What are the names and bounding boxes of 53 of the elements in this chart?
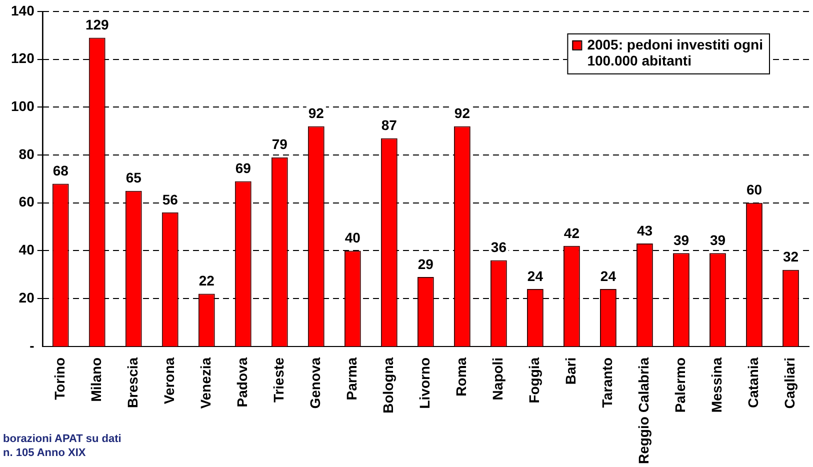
data-label: 39 <box>710 232 726 248</box>
y-tick-label: - <box>30 337 35 354</box>
y-tick-label: 80 <box>18 146 35 162</box>
x-tick-label: Livorno <box>416 357 433 409</box>
data-label: 69 <box>235 160 252 176</box>
data-label: 24 <box>527 268 544 284</box>
data-label: 43 <box>636 222 653 238</box>
x-tick-label: Reggio Calabria <box>636 357 652 464</box>
x-tick-label: Roma <box>453 357 470 396</box>
data-label: 129 <box>85 16 110 33</box>
data-label: 92 <box>454 105 470 122</box>
y-tick-label: 100 <box>11 98 35 114</box>
data-label: 29 <box>418 256 434 272</box>
x-tick-label: Parma <box>344 357 360 400</box>
x-tick-label: Verona <box>160 357 177 404</box>
y-tick-label: 120 <box>11 50 35 66</box>
data-label: 68 <box>52 162 69 179</box>
data-label: 36 <box>490 239 507 256</box>
y-tick-label: 20 <box>18 289 35 306</box>
data-label: 60 <box>746 182 762 198</box>
data-label: 22 <box>198 272 215 289</box>
data-label: 79 <box>272 136 288 152</box>
data-label: 65 <box>126 170 142 186</box>
x-tick-label: Bologna <box>380 357 396 414</box>
legend-label: 2005: pedoni investiti ogni 100.000 abitanti <box>587 36 764 68</box>
x-tick-label: Brescia <box>124 357 140 408</box>
x-tick-label: Cagliari <box>782 357 798 409</box>
data-label: 32 <box>782 248 799 265</box>
x-tick-label: Bari <box>562 357 579 385</box>
y-tick-label: 140 <box>11 2 35 18</box>
data-label: 87 <box>381 117 398 134</box>
x-tick-label: Palermo <box>672 357 688 413</box>
y-tick-label: 40 <box>18 242 35 258</box>
text: n. 105 Anno XIX <box>3 446 87 460</box>
data-label: 42 <box>564 224 580 241</box>
x-tick-label: Messina <box>708 357 725 413</box>
y-tick-label: 60 <box>18 194 35 210</box>
data-label: 39 <box>673 232 690 248</box>
data-label: 24 <box>600 268 616 284</box>
x-tick-label: Padova <box>234 357 250 408</box>
data-label: 40 <box>344 230 361 246</box>
x-tick-label: Trieste <box>270 357 287 403</box>
data-label: 92 <box>308 105 324 122</box>
x-tick-label: Torino <box>51 357 68 400</box>
x-tick-label: Taranto <box>599 357 616 408</box>
x-tick-label: Catania <box>745 357 762 408</box>
x-tick-label: Foggia <box>526 357 542 404</box>
x-tick-label: Napoli <box>490 357 506 400</box>
x-tick-label: Genova <box>307 357 324 409</box>
x-tick-label: Venezia <box>198 357 214 409</box>
data-label: 56 <box>162 191 178 208</box>
text: borazioni APAT su dati <box>3 432 122 446</box>
x-tick-label: Milano <box>88 357 104 402</box>
